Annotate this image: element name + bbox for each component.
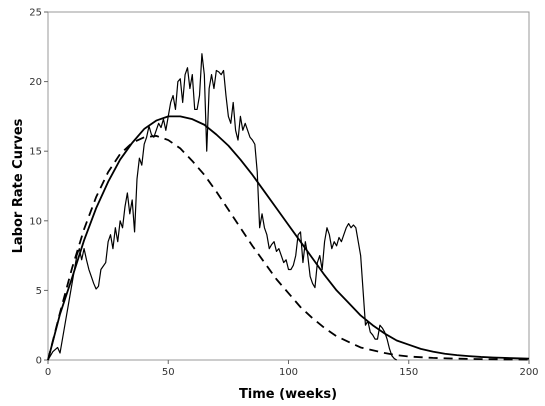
plot-frame xyxy=(47,11,530,361)
series-group xyxy=(47,53,530,361)
x-tick-label: 150 xyxy=(399,367,418,378)
y-tick-label: 0 xyxy=(36,356,42,367)
x-tick-label: 200 xyxy=(519,367,538,378)
axis-ticks: 0 50 100 150 200 0 5 10 15 20 25 xyxy=(29,8,538,379)
x-tick-label: 50 xyxy=(162,367,175,378)
y-tick-label: 10 xyxy=(29,216,42,227)
x-tick-label: 0 xyxy=(45,367,51,378)
y-axis-title: Labor Rate Curves xyxy=(11,118,26,253)
y-tick-label: 5 xyxy=(36,286,42,297)
series-line-dashed xyxy=(47,134,530,361)
series-line-solid-thin xyxy=(47,53,398,361)
y-tick-label: 15 xyxy=(29,147,42,158)
x-tick-label: 100 xyxy=(279,367,298,378)
y-tick-label: 25 xyxy=(29,8,42,19)
x-axis-title: Time (weeks) xyxy=(239,387,337,402)
series-line-solid-thick xyxy=(47,115,530,361)
y-tick-label: 20 xyxy=(29,77,42,88)
